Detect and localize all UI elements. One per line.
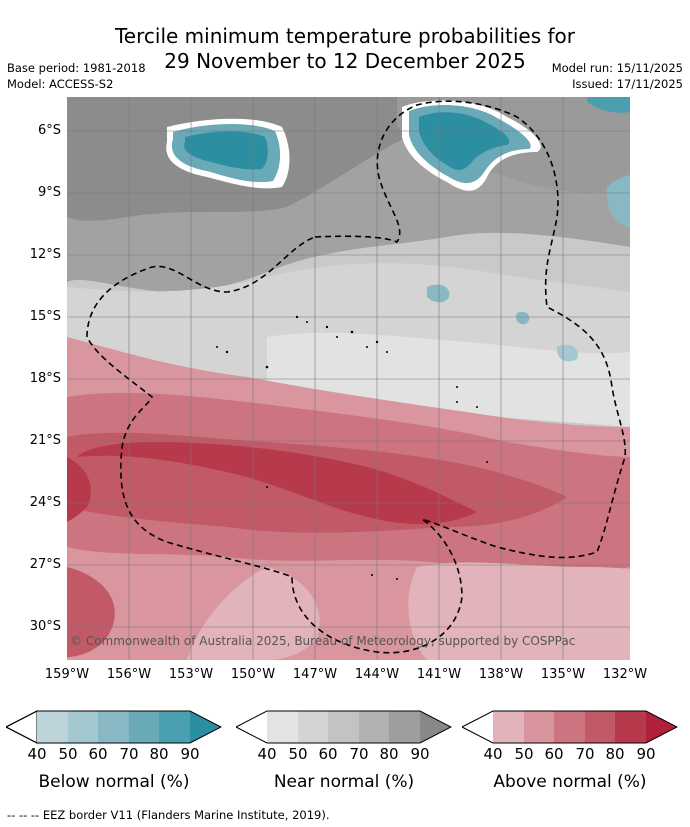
colorbar-above-swatch — [615, 711, 646, 743]
colorbar-above-swatch — [554, 711, 585, 743]
colorbar-below-tick: 40 — [27, 745, 47, 763]
colorbar-near-swatch — [389, 711, 420, 743]
colorbar-below-tick: 90 — [180, 745, 200, 763]
lat-label: 12°S — [29, 247, 61, 262]
map-title: Tercile minimum temperature probabilitie… — [0, 24, 690, 74]
colorbar-near-swatch — [359, 711, 389, 743]
colorbar-above-tick: 40 — [483, 745, 503, 763]
colorbar-near-swatch — [298, 711, 328, 743]
colorbar-near-tick: 80 — [379, 745, 399, 763]
lat-label: 27°S — [29, 557, 61, 572]
lon-label: 147°W — [292, 667, 338, 682]
colorbar-near-tick: 60 — [318, 745, 338, 763]
lon-label: 156°W — [106, 667, 152, 682]
lat-label: 18°S — [29, 371, 61, 386]
colorbar-above-swatch — [524, 711, 554, 743]
colorbar-above-max-arrow — [646, 711, 677, 743]
colorbar-above-tick: 60 — [544, 745, 564, 763]
colorbar-below-tick: 60 — [88, 745, 108, 763]
lon-label: 150°W — [230, 667, 276, 682]
colorbar-near-min-arrow — [236, 711, 267, 743]
colorbar-near-swatch — [267, 711, 298, 743]
colorbar-below-swatch — [129, 711, 159, 743]
colorbar-near-tick: 70 — [349, 745, 369, 763]
colorbar-below-swatch — [159, 711, 190, 743]
colorbar-above-tick: 70 — [575, 745, 595, 763]
colorbar-below-swatch — [37, 711, 68, 743]
lon-label: 135°W — [540, 667, 586, 682]
colorbar-below-tick: 70 — [119, 745, 139, 763]
colorbar-above-tick: 80 — [605, 745, 625, 763]
title-line-2: 29 November to 12 December 2025 — [164, 49, 526, 73]
title-line-1: Tercile minimum temperature probabilitie… — [114, 24, 576, 48]
colorbar-below-swatch — [68, 711, 98, 743]
lon-label: 132°W — [602, 667, 648, 682]
lat-label: 24°S — [29, 495, 61, 510]
lon-label: 138°W — [478, 667, 524, 682]
colorbar-above-swatch — [493, 711, 524, 743]
lat-label: 9°S — [37, 185, 61, 200]
colorbar-near — [236, 710, 452, 744]
colorbar-below-tick: 50 — [58, 745, 78, 763]
lon-label: 141°W — [416, 667, 462, 682]
colorbar-near-tick: 50 — [288, 745, 308, 763]
colorbar-below-tick: 80 — [149, 745, 169, 763]
lat-label: 30°S — [29, 619, 61, 634]
base-period: Base period: 1981-2018 — [7, 61, 146, 75]
lat-label: 21°S — [29, 433, 61, 448]
lon-label: 144°W — [354, 667, 400, 682]
colorbar-above-tick: 50 — [514, 745, 534, 763]
model-run: Model run: 15/11/2025 — [551, 61, 683, 75]
model-name: Model: ACCESS-S2 — [7, 77, 114, 91]
colorbar-below — [6, 710, 222, 744]
colorbar-near-title: Near normal (%) — [273, 772, 415, 792]
lat-label: 6°S — [37, 123, 61, 138]
colorbar-above-swatch — [585, 711, 615, 743]
colorbar-below-max-arrow — [190, 711, 221, 743]
issued-date: Issued: 17/11/2025 — [572, 77, 683, 91]
copyright-text: © Commonwealth of Australia 2025, Bureau… — [70, 634, 575, 648]
lon-label: 153°W — [168, 667, 214, 682]
colorbar-above-min-arrow — [462, 711, 493, 743]
colorbar-above-tick: 90 — [636, 745, 656, 763]
colorbar-below-swatch — [98, 711, 129, 743]
eez-footnote: -- -- -- EEZ border V11 (Flanders Marine… — [7, 808, 330, 822]
colorbar-near-swatch — [328, 711, 359, 743]
lon-label: 159°W — [44, 667, 90, 682]
colorbar-above — [462, 710, 678, 744]
colorbar-near-tick: 90 — [410, 745, 430, 763]
colorbar-near-tick: 40 — [257, 745, 277, 763]
meta-left: Base period: 1981-2018 Model: ACCESS-S2 — [7, 60, 146, 92]
colorbar-above-title: Above normal (%) — [493, 772, 647, 792]
colorbar-below-title: Below normal (%) — [38, 772, 190, 792]
meta-right: Model run: 15/11/2025 Issued: 17/11/2025 — [552, 60, 683, 92]
lat-label: 15°S — [29, 309, 61, 324]
probability-map: © Commonwealth of Australia 2025, Bureau… — [67, 97, 630, 660]
colorbar-below-min-arrow — [6, 710, 38, 744]
colorbar-near-max-arrow — [420, 711, 451, 743]
